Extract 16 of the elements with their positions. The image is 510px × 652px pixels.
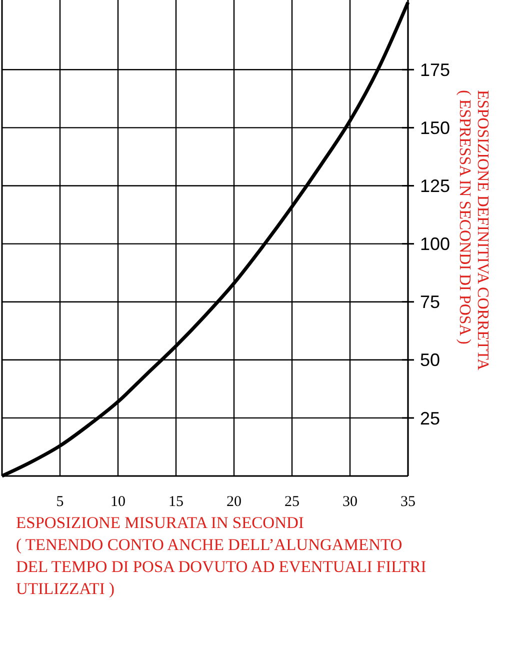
x-tick-label: 10 xyxy=(110,494,126,510)
y-tick-label: 50 xyxy=(420,350,440,370)
y-tick-label: 150 xyxy=(420,118,450,138)
x-tick-label: 5 xyxy=(56,494,64,510)
x-axis-title: ESPOSIZIONE MISURATA IN SECONDI ( TENENDO CONTO ANCHE DELL’ALUNGAMENTO DEL TEMPO DI POSA DOVUTO AD EVENTUALI FILTRI UTILIZZATI ) xyxy=(16,513,426,598)
y-tick-label: 100 xyxy=(420,234,450,254)
y-tick-label: 25 xyxy=(420,408,440,428)
y-tick-label: 75 xyxy=(420,292,440,312)
x-tick-label: 20 xyxy=(226,494,242,510)
y-axis-title: ESPOSIZIONE DEFINITIVA CORRETTA ( ESPRESSA IN SECONDI DI POSA ) xyxy=(456,90,491,371)
x-tick-label: 15 xyxy=(168,494,184,510)
x-tick-label: 35 xyxy=(400,494,416,510)
y-tick-label: 125 xyxy=(420,176,450,196)
x-tick-label: 25 xyxy=(284,494,300,510)
x-tick-label: 30 xyxy=(342,494,358,510)
y-tick-label: 175 xyxy=(420,60,450,80)
